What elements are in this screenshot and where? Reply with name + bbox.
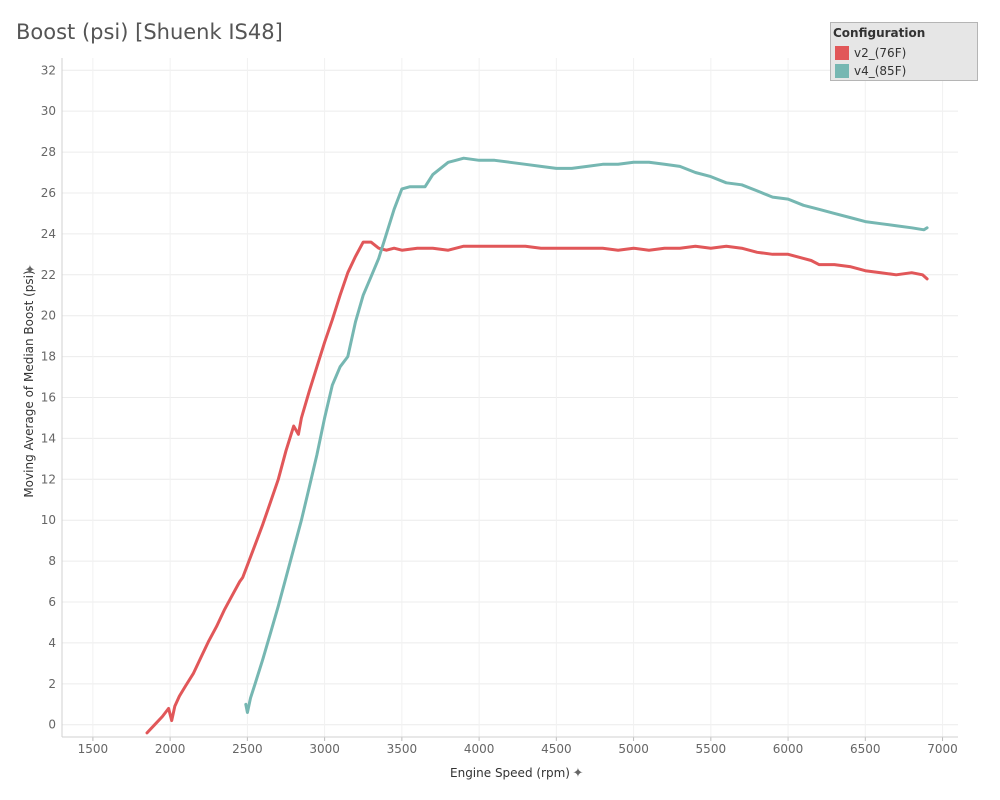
y-tick-label: 14 <box>41 431 56 445</box>
x-tick-label: 1500 <box>78 742 109 756</box>
y-tick-label: 26 <box>41 186 56 200</box>
y-tick-label: 12 <box>41 472 56 486</box>
x-tick-label: 6500 <box>850 742 881 756</box>
legend-swatch-v4 <box>835 64 849 78</box>
x-tick-label: 7000 <box>927 742 958 756</box>
x-tick-label: 3500 <box>387 742 418 756</box>
y-tick-label: 24 <box>41 227 56 241</box>
y-tick-label: 22 <box>41 268 56 282</box>
legend-swatch-v2 <box>835 46 849 60</box>
y-tick-label: 0 <box>48 718 56 732</box>
plot-area <box>145 156 929 735</box>
y-tick-label: 10 <box>41 513 56 527</box>
y-tick-label: 30 <box>41 104 56 118</box>
y-tick-label: 4 <box>48 636 56 650</box>
y-tick-label: 8 <box>48 554 56 568</box>
y-tick-label: 18 <box>41 350 56 364</box>
series-line-v2[interactable] <box>145 240 929 735</box>
x-tick-label: 2500 <box>232 742 263 756</box>
x-tick-label: 3000 <box>309 742 340 756</box>
x-tick-label: 6000 <box>773 742 804 756</box>
legend-label-v2: v2_(76F) <box>854 46 907 60</box>
chart-title: Boost (psi) [Shuenk IS48] <box>16 20 283 44</box>
grid <box>62 58 958 737</box>
y-tick-label: 20 <box>41 309 56 323</box>
y-tick-label: 16 <box>41 391 56 405</box>
x-tick-label: 4500 <box>541 742 572 756</box>
x-tick-label: 4000 <box>464 742 495 756</box>
x-tick-label: 2000 <box>155 742 186 756</box>
x-axis-pin-icon[interactable]: ✦ <box>573 765 584 780</box>
legend-label-v4: v4_(85F) <box>854 64 907 78</box>
y-tick-label: 2 <box>48 677 56 691</box>
y-axis-label: Moving Average of Median Boost (psi) <box>22 270 36 497</box>
y-tick-label: 28 <box>41 145 56 159</box>
series-line-v4[interactable] <box>244 156 929 714</box>
legend-title: Configuration <box>833 26 926 40</box>
y-tick-label: 6 <box>48 595 56 609</box>
legend-item-v4[interactable]: v4_(85F) <box>835 63 906 79</box>
y-tick-label: 32 <box>41 63 56 77</box>
x-tick-label: 5500 <box>696 742 727 756</box>
legend: Configuration v2_(76F) v4_(85F) <box>830 22 978 81</box>
legend-item-v2[interactable]: v2_(76F) <box>835 45 906 61</box>
x-tick-label: 5000 <box>618 742 649 756</box>
x-axis-label: Engine Speed (rpm) <box>450 766 570 780</box>
y-axis-pin-icon[interactable]: ✦ <box>25 262 36 277</box>
